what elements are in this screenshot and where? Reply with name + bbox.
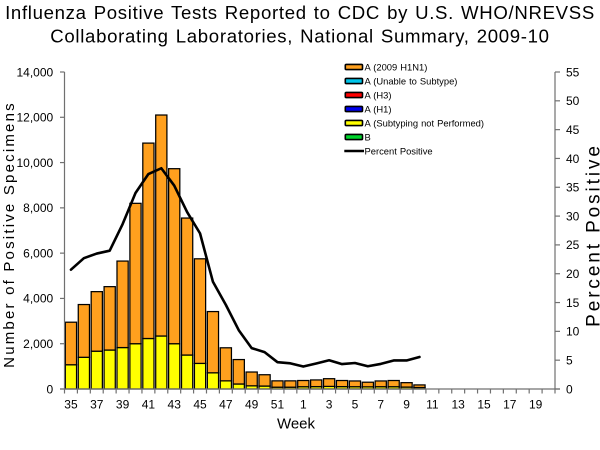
svg-text:55: 55 [566,65,580,79]
svg-text:13: 13 [452,398,466,412]
svg-text:14,000: 14,000 [16,65,53,79]
svg-text:A (Subtyping not Performed): A (Subtyping not Performed) [365,117,485,128]
svg-text:10,000: 10,000 [16,156,53,170]
svg-text:45: 45 [566,123,580,137]
svg-text:12,000: 12,000 [16,111,53,125]
svg-text:41: 41 [142,398,156,412]
svg-text:1: 1 [300,398,307,412]
svg-text:43: 43 [168,398,182,412]
svg-text:39: 39 [116,398,130,412]
svg-text:9: 9 [403,398,410,412]
svg-text:10: 10 [566,325,580,339]
svg-text:15: 15 [566,296,580,310]
svg-text:3: 3 [326,398,333,412]
svg-text:4,000: 4,000 [23,292,53,306]
svg-text:37: 37 [90,398,104,412]
svg-text:49: 49 [245,398,259,412]
svg-text:45: 45 [193,398,207,412]
svg-text:A (Unable to Subtype): A (Unable to Subtype) [365,75,458,86]
svg-text:35: 35 [566,181,580,195]
svg-text:30: 30 [566,209,580,223]
svg-text:Number of Positive Specimens: Number of Positive Specimens [1,101,18,368]
svg-text:40: 40 [566,152,580,166]
svg-text:5: 5 [566,353,573,367]
svg-text:47: 47 [219,398,233,412]
svg-text:A (2009 H1N1): A (2009 H1N1) [365,61,428,72]
svg-text:7: 7 [377,398,384,412]
svg-text:11: 11 [426,398,439,412]
svg-text:20: 20 [566,267,580,281]
svg-text:0: 0 [47,382,54,396]
svg-text:35: 35 [64,398,78,412]
svg-text:B: B [365,131,371,142]
svg-text:Week: Week [277,416,316,433]
svg-text:Collaborating Laboratories, Na: Collaborating Laboratories, National Sum… [50,26,549,47]
svg-text:A (H3): A (H3) [365,89,392,100]
svg-text:5: 5 [352,398,359,412]
svg-text:15: 15 [477,398,491,412]
svg-text:Percent Positive: Percent Positive [584,143,600,327]
svg-text:0: 0 [566,382,573,396]
svg-text:8,000: 8,000 [23,201,53,215]
svg-text:6,000: 6,000 [23,246,53,260]
svg-text:51: 51 [271,398,285,412]
svg-text:17: 17 [503,398,517,412]
svg-text:Percent Positive: Percent Positive [365,145,433,156]
svg-text:A (H1): A (H1) [365,103,392,114]
svg-text:19: 19 [529,398,543,412]
svg-text:Influenza Positive Tests Repor: Influenza Positive Tests Reported to CDC… [5,2,595,23]
svg-text:25: 25 [566,238,580,252]
svg-text:50: 50 [566,94,580,108]
svg-text:2,000: 2,000 [23,337,53,351]
